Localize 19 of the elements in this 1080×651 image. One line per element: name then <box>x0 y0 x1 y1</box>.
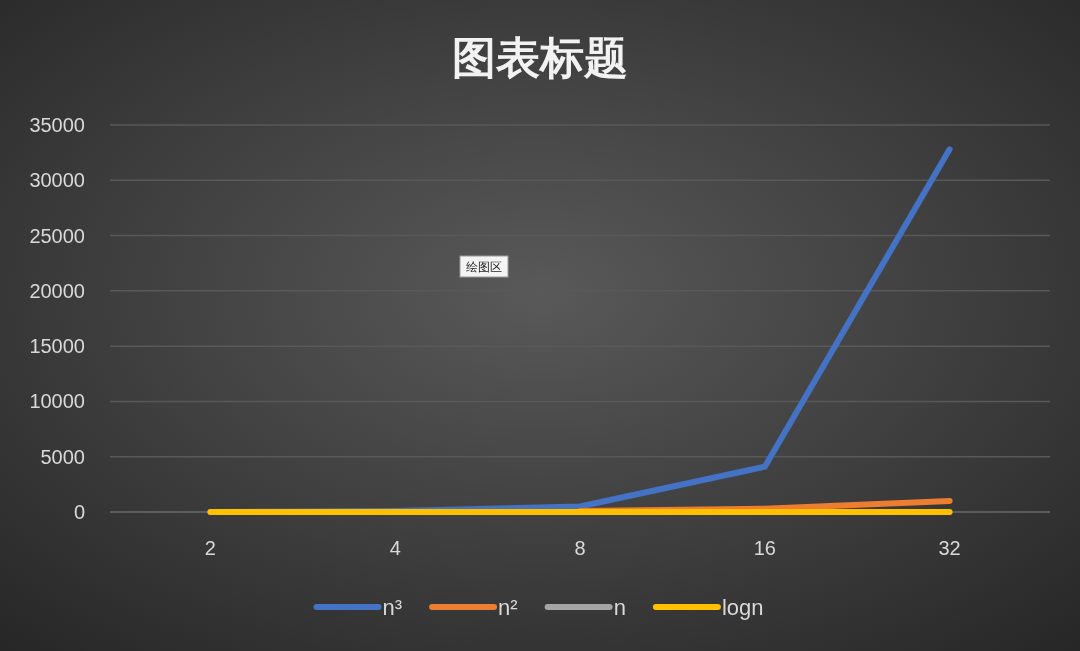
x-tick-label: 2 <box>204 537 216 559</box>
y-tick-label: 30000 <box>29 169 85 192</box>
x-tick-label: 4 <box>389 537 401 559</box>
chart-title: 图表标题 <box>452 33 628 82</box>
x-tick-label: 16 <box>753 537 776 559</box>
y-tick-label: 10000 <box>29 390 85 413</box>
legend-label: n² <box>498 595 518 620</box>
y-tick-label: 15000 <box>29 335 85 358</box>
y-tick-label: 35000 <box>29 114 85 136</box>
x-tick-label: 8 <box>574 537 586 559</box>
annotation: 绘图区 <box>466 260 502 274</box>
y-tick-label: 25000 <box>29 224 85 247</box>
y-tick-label: 5000 <box>40 445 85 468</box>
y-tick-label: 20000 <box>29 279 85 302</box>
legend-label: logn <box>721 595 764 620</box>
legend-label: n³ <box>382 595 403 620</box>
x-tick-label: 32 <box>938 537 961 559</box>
y-tick-label: 0 <box>73 501 85 523</box>
legend-label: n <box>613 595 626 620</box>
